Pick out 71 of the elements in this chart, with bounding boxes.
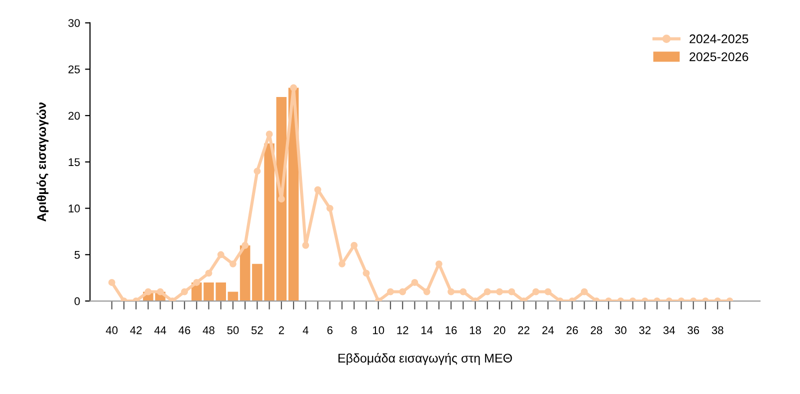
y-tick-label: 10	[68, 204, 80, 212]
point	[448, 288, 455, 296]
x-tick-label: 44	[154, 326, 166, 334]
bar	[240, 245, 250, 302]
point	[181, 288, 188, 296]
point	[193, 279, 200, 286]
y-tick-label: 20	[68, 112, 80, 120]
x-tick-label: 30	[614, 326, 626, 334]
x-tick-label: 48	[202, 326, 214, 334]
x-tick-label: 36	[688, 326, 700, 334]
point	[460, 288, 467, 296]
point	[108, 279, 116, 286]
point	[205, 270, 212, 277]
x-tick-label: 6	[327, 326, 332, 334]
point	[580, 288, 588, 296]
point	[338, 260, 346, 268]
x-tick-label: 38	[712, 326, 724, 334]
point	[326, 204, 334, 212]
point	[350, 242, 358, 249]
point	[266, 130, 273, 138]
x-axis-title: Εβδομάδα εισαγωγής στη ΜΕΘ	[338, 353, 512, 366]
point	[229, 260, 236, 268]
x-tick-label: 16	[446, 326, 457, 334]
y-tick-label: 30	[68, 19, 80, 27]
y-tick-label: 15	[68, 158, 80, 166]
point	[387, 288, 394, 296]
x-tick-label: 26	[566, 326, 578, 334]
x-tick-label: 28	[590, 326, 602, 334]
point	[278, 196, 285, 202]
point	[399, 288, 406, 296]
x-tick-label: 12	[397, 326, 408, 334]
x-tick-label: 50	[227, 326, 239, 334]
x-tick-label: 24	[542, 326, 554, 334]
point	[362, 270, 370, 277]
x-tick-label: 46	[178, 326, 190, 334]
y-tick-label: 5	[74, 251, 80, 259]
point	[254, 168, 261, 175]
point	[423, 288, 430, 296]
bar	[228, 292, 238, 302]
point	[435, 260, 442, 268]
point	[508, 288, 516, 296]
x-tick-label: 10	[373, 326, 384, 334]
x-tick-label: 34	[663, 326, 675, 334]
x-tick-label: 40	[106, 326, 118, 334]
point	[217, 251, 224, 258]
point	[496, 288, 503, 296]
y-tick-label: 0	[74, 297, 80, 306]
x-tick-label: 32	[639, 326, 651, 334]
point	[411, 279, 418, 286]
point	[144, 288, 152, 296]
point	[314, 186, 322, 194]
y-axis-title: Αριθμός εισαγωγών	[36, 102, 48, 222]
x-tick-label: 18	[470, 326, 481, 334]
legend-label: 2024-2025	[690, 34, 748, 44]
point	[544, 288, 552, 296]
x-tick-label: 20	[494, 326, 506, 334]
x-tick-label: 22	[518, 326, 530, 334]
point	[290, 84, 298, 92]
x-tick-label: 2	[278, 326, 284, 334]
legend-label: 2025-2026	[690, 52, 748, 62]
x-tick-label: 8	[352, 326, 357, 334]
x-tick-label: 42	[130, 326, 142, 334]
y-tick-label: 25	[68, 65, 80, 74]
x-tick-label: 52	[251, 326, 263, 334]
x-tick-label: 4	[302, 326, 308, 334]
point	[242, 242, 249, 249]
point	[156, 288, 164, 296]
point	[532, 288, 540, 296]
x-tick-label: 14	[421, 326, 433, 334]
point	[302, 242, 310, 249]
point	[484, 288, 491, 296]
